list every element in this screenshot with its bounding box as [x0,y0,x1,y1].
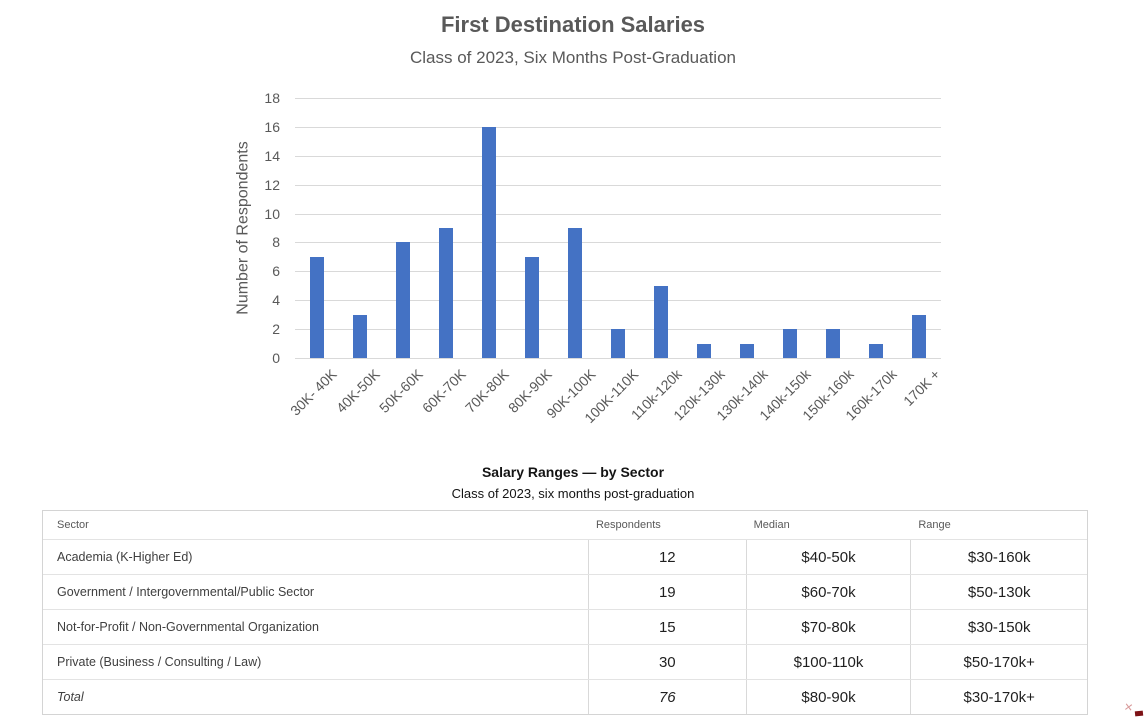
respondents-cell: 12 [587,540,746,574]
table-header-row: Sector Respondents Median Range [43,511,1087,539]
gridline [295,98,941,99]
respondents-cell: 30 [587,645,746,679]
respondents-cell: 15 [587,610,746,644]
table-row-2: Not-for-Profit / Non-Governmental Organi… [43,609,1087,644]
bar-2 [395,242,410,358]
respondents-cell: 19 [587,575,746,609]
salary-table: Sector Respondents Median Range Academia (K-… [42,510,1088,715]
range-cell: $30-160k [910,540,1087,574]
y-tick-label: 18 [264,90,280,106]
column-header-sector: Sector [57,519,89,531]
sector-cell: Academia (K-Higher Ed) [57,550,193,564]
gridline [295,184,941,186]
bar-0 [309,256,324,358]
y-tick-label: 16 [264,118,280,135]
x-tick-label: 50K-60K [376,366,426,416]
bar-12 [826,329,841,358]
y-tick-label: 8 [272,234,280,251]
bar-6 [567,228,582,358]
median-cell: $60-70k [745,575,911,609]
gridline [295,358,941,359]
table-title: Salary Ranges — by Sector [481,464,665,480]
y-tick-label: 4 [272,292,280,309]
chart-title: First Destination Salaries [440,12,706,37]
gridline [295,213,941,215]
median-cell: $100-110k [745,645,911,679]
x-tick-label: 70K-80K [462,366,513,416]
table-row-0: Academia (K-Higher Ed) 12 $40-50k $30-160k [43,539,1087,574]
y-axis-title: Number of Respondents [230,98,258,358]
bar-13 [869,343,884,358]
corner-artifact-mark: ✕ [1123,701,1134,715]
sector-cell: Private (Business / Consulting / Law) [57,655,262,669]
y-tick-label: 6 [272,263,280,280]
table-row-4: Total 76 $80-90k $30-170k+ [43,679,1087,714]
column-header-range: Range [918,519,951,531]
y-tick-label: 10 [264,205,280,222]
bar-8 [654,285,669,358]
range-cell: $50-170k+ [910,645,1087,679]
median-cell: $80-90k [745,680,911,714]
x-tick-label: 40K-50K [333,366,383,416]
table-row-3: Private (Business / Consulting / Law) 30 $… [43,644,1087,679]
table-subtitle: Class of 2023, six months post-graduatio… [451,486,695,501]
y-tick-label: 2 [272,321,280,338]
bar-7 [611,329,625,358]
bar-5 [524,256,539,358]
bar-14 [912,314,927,358]
range-cell: $30-150k [910,610,1087,644]
chart-subtitle: Class of 2023, Six Months Post-Graduatio… [410,48,736,67]
gridline [295,155,941,157]
bar-4 [481,126,496,358]
bar-11 [783,329,798,358]
range-cell: $50-130k [910,575,1087,609]
bar-3 [438,228,453,358]
gridline [295,271,941,273]
sector-cell: Government / Intergovernmental/Public Se… [57,585,315,599]
gridline [295,242,941,244]
column-header-median: Median [753,519,790,531]
column-header-respondents: Respondents [595,519,661,531]
gridline [295,126,941,128]
bar-1 [352,314,367,358]
y-tick-label: 0 [272,350,280,366]
x-tick-label: 30K- 40K [287,366,340,419]
x-tick-label: 60K-70K [419,366,470,416]
x-tick-label: 170K + [899,366,943,409]
bar-9 [697,343,712,358]
y-tick-label: 14 [264,147,280,164]
median-cell: $70-80k [745,610,911,644]
range-cell: $30-170k+ [910,680,1087,714]
respondents-cell: 76 [587,680,746,714]
sector-cell: Not-for-Profit / Non-Governmental Organi… [57,620,319,634]
bar-10 [740,343,755,358]
sector-cell: Total [57,690,84,704]
gridline [295,300,941,302]
y-tick-label: 12 [264,176,280,193]
y-axis-title-text: Number of Respondents [235,141,252,315]
corner-artifact-dot [1134,710,1144,717]
table-row-1: Government / Intergovernmental/Public Se… [43,574,1087,609]
median-cell: $40-50k [745,540,911,574]
